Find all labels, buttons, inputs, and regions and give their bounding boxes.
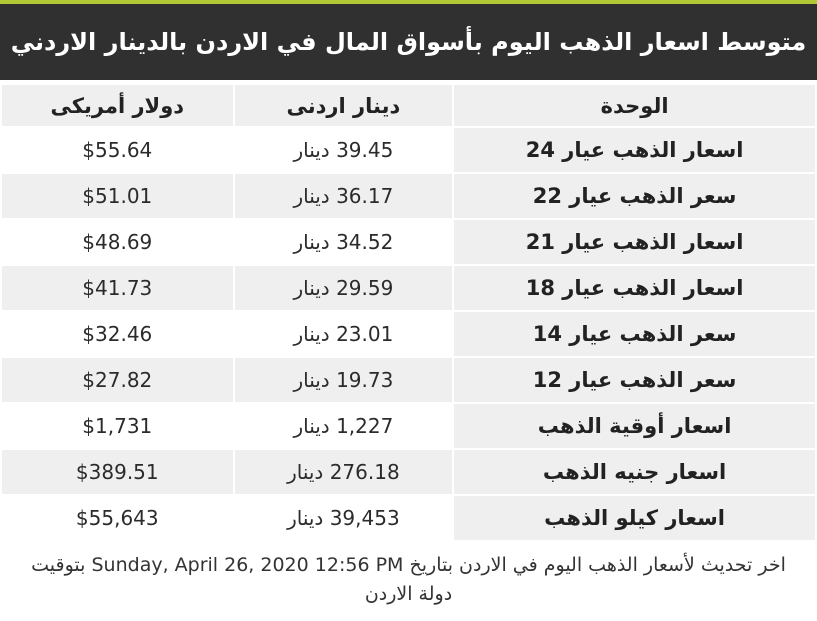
dollar-value-cell: $32.46 [2, 312, 233, 356]
dinar-value-cell: 39.45 دينار [234, 128, 453, 172]
table-row: سعر الذهب عيار 22 36.17 دينار $51.01 [2, 174, 815, 218]
dollar-value-cell: $51.01 [2, 174, 233, 218]
column-header-dinar: دينار اردنى [234, 85, 453, 126]
table-row: سعر الذهب عيار 14 23.01 دينار $32.46 [2, 312, 815, 356]
table-row: اسعار الذهب عيار 18 29.59 دينار $41.73 [2, 266, 815, 310]
table-row: سعر الذهب عيار 12 19.73 دينار $27.82 [2, 358, 815, 402]
dinar-value-cell: 34.52 دينار [234, 220, 453, 264]
title-bar: متوسط اسعار الذهب اليوم بأسواق المال في … [0, 4, 817, 80]
dollar-value-cell: $389.51 [2, 450, 233, 494]
table-row: اسعار أوقية الذهب 1,227 دينار $1,731 [2, 404, 815, 448]
dollar-value-cell: $27.82 [2, 358, 233, 402]
unit-cell: اسعار أوقية الذهب [454, 404, 815, 448]
last-updated-note: اخر تحديث لأسعار الذهب اليوم في الاردن ب… [31, 554, 786, 606]
dollar-value-cell: $55.64 [2, 128, 233, 172]
unit-cell: اسعار الذهب عيار 24 [454, 128, 815, 172]
dollar-value-cell: $41.73 [2, 266, 233, 310]
unit-cell: اسعار الذهب عيار 21 [454, 220, 815, 264]
unit-cell: اسعار جنيه الذهب [454, 450, 815, 494]
dinar-value-cell: 23.01 دينار [234, 312, 453, 356]
dinar-value-cell: 276.18 دينار [234, 450, 453, 494]
page-title: متوسط اسعار الذهب اليوم بأسواق المال في … [10, 27, 807, 56]
unit-cell: سعر الذهب عيار 14 [454, 312, 815, 356]
column-header-unit: الوحدة [454, 85, 815, 126]
dinar-value-cell: 29.59 دينار [234, 266, 453, 310]
dinar-value-cell: 19.73 دينار [234, 358, 453, 402]
table-header-row: الوحدة دينار اردنى دولار أمريكى [2, 85, 815, 126]
accent-top-line [0, 0, 817, 4]
dollar-value-cell: $48.69 [2, 220, 233, 264]
unit-cell: سعر الذهب عيار 12 [454, 358, 815, 402]
dollar-value-cell: $1,731 [2, 404, 233, 448]
table-row: اسعار الذهب عيار 21 34.52 دينار $48.69 [2, 220, 815, 264]
dinar-value-cell: 39,453 دينار [234, 496, 453, 540]
table-row: اسعار الذهب عيار 24 39.45 دينار $55.64 [2, 128, 815, 172]
dollar-value-cell: $55,643 [2, 496, 233, 540]
column-header-dollar: دولار أمريكى [2, 85, 233, 126]
unit-cell: اسعار الذهب عيار 18 [454, 266, 815, 310]
dinar-value-cell: 1,227 دينار [234, 404, 453, 448]
unit-cell: اسعار كيلو الذهب [454, 496, 815, 540]
table-body: اسعار الذهب عيار 24 39.45 دينار $55.64 سعر … [2, 128, 815, 540]
table-row: اسعار جنيه الذهب 276.18 دينار $389.51 [2, 450, 815, 494]
gold-prices-table: الوحدة دينار اردنى دولار أمريكى اسعار ال… [0, 83, 817, 542]
dinar-value-cell: 36.17 دينار [234, 174, 453, 218]
table-row: اسعار كيلو الذهب 39,453 دينار $55,643 [2, 496, 815, 540]
unit-cell: سعر الذهب عيار 22 [454, 174, 815, 218]
